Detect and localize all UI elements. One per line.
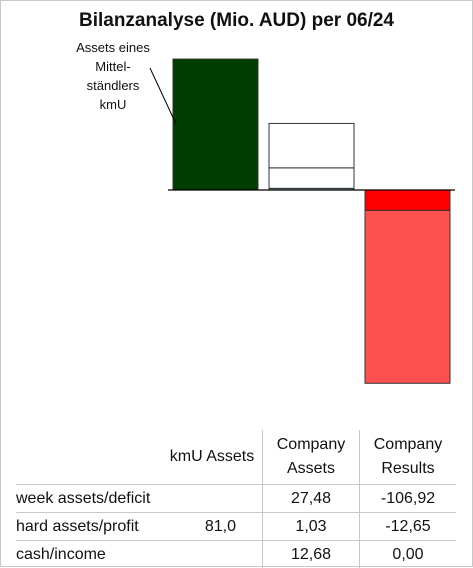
cell-company-assets: 12,68	[263, 541, 360, 568]
cell-company-assets: 27,48	[263, 485, 360, 513]
header-line: Results	[360, 457, 456, 481]
table-row: hard assets/profit 81,0 1,03 -12,65	[16, 513, 456, 541]
cell-company-results: -12,65	[360, 513, 457, 541]
data-table: kmU Assets Company Assets Company Result…	[16, 430, 456, 568]
cell-company-results: -106,92	[360, 485, 457, 513]
bar-segment	[269, 123, 354, 167]
bar-segment	[365, 210, 450, 383]
bar-segment	[365, 190, 450, 210]
annotation-leader-line	[150, 68, 176, 124]
table-row: cash/income 12,68 0,00	[16, 541, 456, 568]
table-row: week assets/deficit 27,48 -106,92	[16, 485, 456, 513]
bar-segment	[173, 59, 258, 190]
table-header-row: kmU Assets Company Assets Company Result…	[16, 430, 456, 485]
cell-company-results: 0,00	[360, 541, 457, 568]
header-cell-company-assets: Company Assets	[263, 430, 360, 485]
row-label: cash/income	[16, 541, 162, 568]
header-cell-company-results: Company Results	[360, 430, 457, 485]
row-label: week assets/deficit	[16, 485, 162, 513]
header-cell-empty	[16, 430, 162, 485]
header-line: Company	[263, 433, 359, 457]
cell-company-assets: 1,03	[263, 513, 360, 541]
cell-kmu	[162, 541, 263, 568]
row-label: hard assets/profit	[16, 513, 162, 541]
header-line: Assets	[263, 457, 359, 481]
header-line: Company	[360, 433, 456, 457]
header-cell-kmu: kmU Assets	[162, 430, 263, 485]
chart-plot	[0, 0, 473, 430]
cell-kmu	[162, 485, 263, 513]
bar-segment	[269, 168, 354, 188]
cell-kmu: 81,0	[162, 513, 263, 541]
